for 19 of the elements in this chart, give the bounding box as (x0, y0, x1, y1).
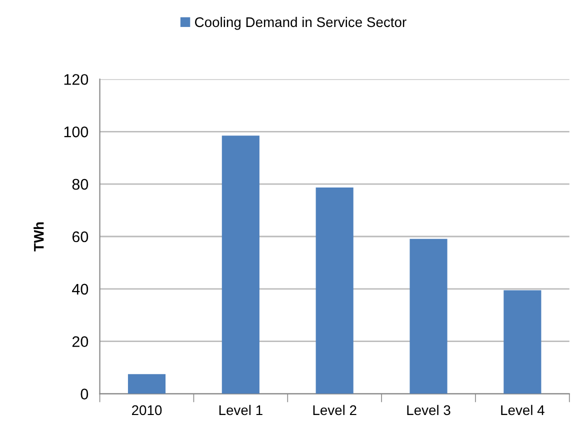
legend-label: Cooling Demand in Service Sector (195, 16, 406, 30)
bar (410, 238, 448, 394)
y-tick-label: 20 (72, 336, 88, 348)
x-tick-label: Level 1 (219, 404, 262, 416)
bar (316, 187, 354, 394)
y-tick-label: 40 (72, 284, 88, 295)
y-tick-label: 120 (64, 74, 88, 85)
y-axis-title: TWh (34, 222, 44, 252)
bar (128, 374, 166, 394)
x-tick-label: Level 4 (501, 404, 544, 416)
y-tick-label: 100 (64, 126, 88, 138)
y-tick-label: 0 (80, 388, 88, 400)
y-tick-label: 80 (72, 178, 88, 190)
bar (504, 290, 542, 394)
bar (222, 136, 260, 394)
x-tick-label: Level 2 (313, 404, 356, 416)
x-tick-label: Level 3 (407, 404, 450, 416)
x-tick-label: 2010 (132, 405, 162, 416)
y-tick-label: 60 (72, 231, 88, 242)
